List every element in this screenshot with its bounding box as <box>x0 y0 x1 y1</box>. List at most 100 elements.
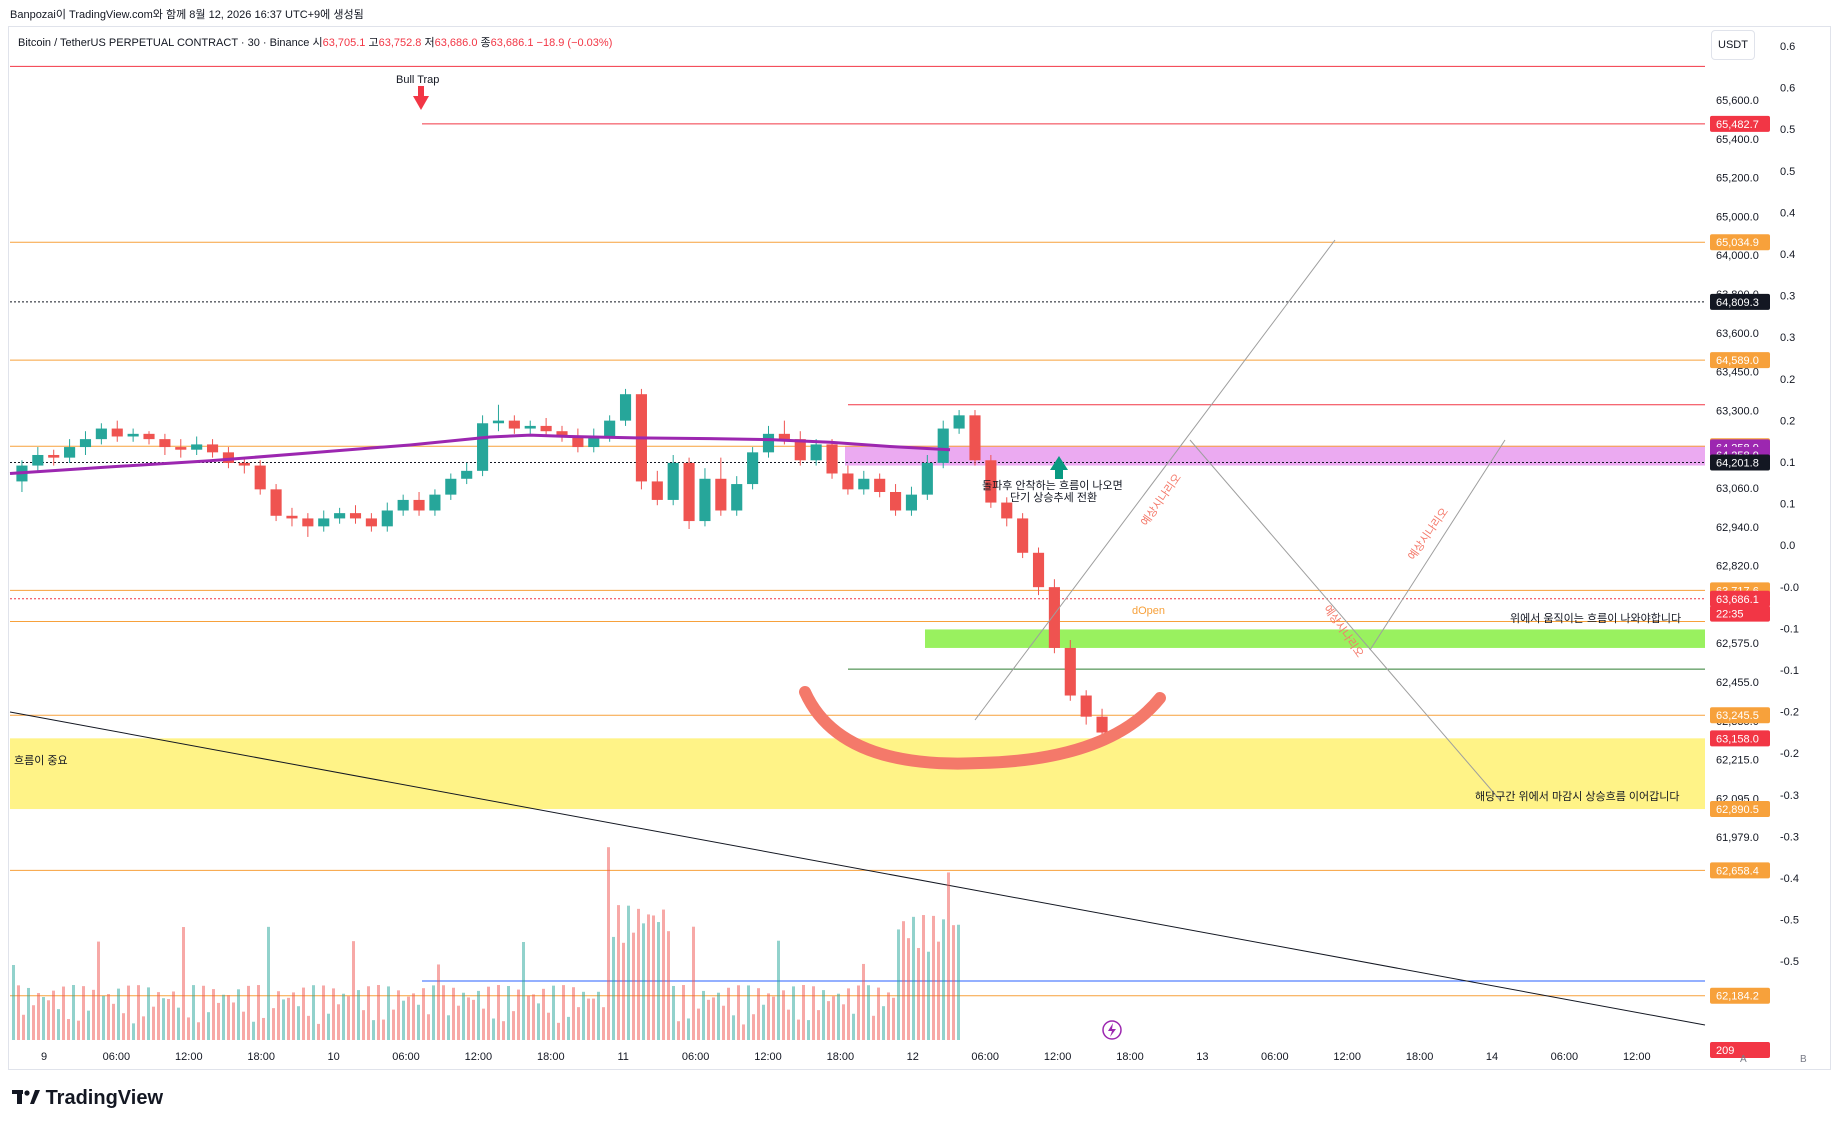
candle-body <box>111 428 123 437</box>
volume-bar <box>67 1019 70 1040</box>
candle-body <box>445 478 457 495</box>
volume-bar <box>212 989 215 1040</box>
break-note-line2: 단기 상승추세 전환 <box>1010 491 1097 504</box>
price-tag <box>1710 115 1770 132</box>
volume-bar <box>807 1020 810 1040</box>
volume-bar <box>92 989 95 1040</box>
tradingview-logo-text: TradingView <box>45 1087 164 1109</box>
volume-bar <box>342 993 345 1040</box>
scenario-label-1: 예상시나리오 <box>1138 471 1183 528</box>
volume-bar <box>222 994 225 1040</box>
y-tick-label: 62,455.0 <box>1716 677 1759 689</box>
volume-bar <box>157 992 160 1040</box>
lightning-glyph <box>1108 1023 1116 1037</box>
price-tag-label: 64,809.3 <box>1716 297 1759 309</box>
volume-bar <box>167 999 170 1040</box>
volume-bar <box>507 986 510 1040</box>
volume-bar <box>27 987 30 1040</box>
symbol-legend: Bitcoin / TetherUS PERPETUAL CONTRACT · … <box>18 34 612 50</box>
volume-bar <box>97 941 100 1040</box>
volume-bar <box>722 1005 725 1040</box>
volume-bar <box>142 1016 145 1040</box>
volume-bar <box>607 847 610 1040</box>
y-tick-label: 63,300.0 <box>1716 405 1759 417</box>
volume-bar <box>567 1016 570 1040</box>
right-scale-label: -0.3 <box>1780 790 1799 802</box>
volume-bar <box>582 991 585 1040</box>
price-tag-label: 62,890.5 <box>1716 804 1759 816</box>
candle-body <box>588 436 600 448</box>
x-tick-label: 18:00 <box>247 1051 275 1063</box>
close-label: 종 <box>480 37 491 49</box>
price-tag-label: 63,686.1 <box>1716 594 1759 606</box>
volume-bar <box>757 988 760 1040</box>
volume-bar <box>887 992 890 1040</box>
volume-bar <box>467 997 470 1040</box>
candle-body <box>1017 518 1029 553</box>
right-scale-label: -0.5 <box>1780 956 1799 968</box>
price-tag <box>1710 293 1770 310</box>
volume-bar <box>72 985 75 1040</box>
volume-bar <box>292 992 295 1040</box>
candle-body <box>572 436 584 448</box>
volume-bar <box>197 1022 200 1040</box>
candle-body <box>651 481 663 500</box>
volume-bar <box>282 999 285 1040</box>
volume-bar <box>122 1013 125 1040</box>
volume-bar <box>247 985 250 1040</box>
right-scale-label: -0.5 <box>1780 915 1799 927</box>
x-tick-label: 06:00 <box>1551 1051 1579 1063</box>
volume-bar <box>732 1015 735 1040</box>
volume-bar <box>802 985 805 1040</box>
volume-bar <box>637 908 640 1040</box>
candle-body <box>477 423 489 471</box>
volume-bar <box>242 1011 245 1040</box>
volume-bar <box>12 965 15 1040</box>
volume-bar <box>682 985 685 1040</box>
volume-bar <box>442 985 445 1040</box>
volume-bar <box>672 985 675 1040</box>
chart-frame[interactable] <box>8 26 1831 1070</box>
right-scale-label: 0.1 <box>1780 499 1795 511</box>
volume-bar <box>677 1021 680 1040</box>
volume-bar <box>632 932 635 1040</box>
price-tag <box>1710 234 1770 251</box>
right-scale-label: 0.3 <box>1780 332 1795 344</box>
volume-bar <box>857 985 860 1040</box>
volume-bar <box>312 985 315 1040</box>
volume-bar <box>657 922 660 1040</box>
up-arrow-stem <box>1055 469 1063 479</box>
volume-bar <box>32 1005 35 1040</box>
candle-body <box>95 428 107 440</box>
volume-bar <box>267 926 270 1040</box>
volume-bar <box>432 985 435 1040</box>
bull-trap-arrow-icon <box>413 96 429 110</box>
volume-bar <box>547 1012 550 1040</box>
low-label: 저 <box>424 37 435 49</box>
volume-bar <box>277 991 280 1040</box>
y-tick-label: 62,940.0 <box>1716 522 1759 534</box>
candle-body <box>810 444 822 461</box>
volume-bar <box>372 1020 375 1040</box>
volume-bar <box>897 929 900 1040</box>
volume-bar <box>362 1010 365 1040</box>
break-note-line1: 돌파후 안착하는 흐름이 나오면 <box>982 478 1123 492</box>
candle-body <box>937 428 949 463</box>
candle-body <box>365 518 377 527</box>
candle-body <box>667 462 679 500</box>
right-scale-label: 0.1 <box>1780 457 1795 469</box>
volume-bar <box>477 990 480 1040</box>
currency-selector[interactable]: USDT <box>1711 30 1755 60</box>
candle-body <box>762 433 775 453</box>
right-scale-label: -0.1 <box>1780 665 1799 677</box>
right-scale-label: 0.5 <box>1780 166 1795 178</box>
volume-bar <box>777 940 780 1040</box>
candle-body <box>842 473 854 490</box>
right-scale-label: 0.5 <box>1780 124 1795 136</box>
volume-bar <box>562 985 565 1040</box>
candle-body <box>381 510 393 527</box>
scale-button-a: A <box>1740 1054 1747 1065</box>
volume-bar <box>932 915 935 1040</box>
above-note-label: 위에서 움직이는 흐름이 나와야합니다 <box>1510 612 1681 625</box>
